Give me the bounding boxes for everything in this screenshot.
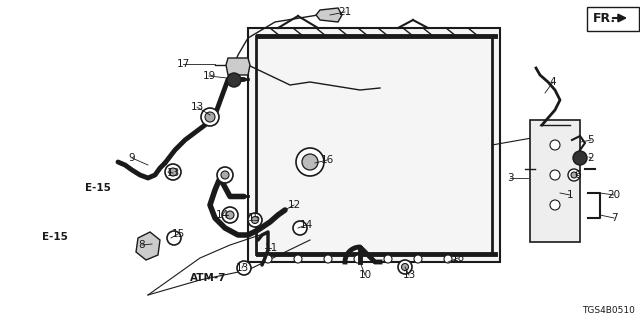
Text: 13: 13 <box>236 263 248 273</box>
Circle shape <box>201 108 219 126</box>
Circle shape <box>550 140 560 150</box>
Text: 5: 5 <box>588 135 595 145</box>
Text: 4: 4 <box>550 77 556 87</box>
Polygon shape <box>226 58 250 75</box>
Circle shape <box>165 164 181 180</box>
Text: 18: 18 <box>451 253 465 263</box>
Text: 1: 1 <box>566 190 573 200</box>
Circle shape <box>221 171 229 179</box>
Text: 14: 14 <box>216 210 228 220</box>
Bar <box>530 120 580 242</box>
Text: 11: 11 <box>264 243 278 253</box>
Circle shape <box>568 169 580 181</box>
Circle shape <box>293 221 307 235</box>
Circle shape <box>324 255 332 263</box>
Text: 14: 14 <box>300 220 312 230</box>
Circle shape <box>222 207 238 223</box>
Circle shape <box>550 200 560 210</box>
Circle shape <box>550 170 560 180</box>
Circle shape <box>205 112 215 122</box>
Text: 8: 8 <box>139 240 145 250</box>
Circle shape <box>217 167 233 183</box>
Text: 3: 3 <box>507 173 513 183</box>
Circle shape <box>384 255 392 263</box>
Text: TGS4B0510: TGS4B0510 <box>582 306 635 315</box>
Circle shape <box>264 255 272 263</box>
Circle shape <box>573 151 587 165</box>
Text: 15: 15 <box>172 229 184 239</box>
Text: 10: 10 <box>358 270 372 280</box>
Text: FR.: FR. <box>593 12 616 25</box>
Text: 7: 7 <box>611 213 618 223</box>
Circle shape <box>227 73 241 87</box>
Text: E-15: E-15 <box>85 183 111 193</box>
Text: 19: 19 <box>202 71 216 81</box>
Circle shape <box>444 255 452 263</box>
Circle shape <box>398 260 412 274</box>
Circle shape <box>414 255 422 263</box>
Text: 17: 17 <box>177 59 189 69</box>
Polygon shape <box>136 232 160 260</box>
Text: 13: 13 <box>166 168 180 178</box>
Polygon shape <box>316 8 342 22</box>
Circle shape <box>248 213 262 227</box>
Circle shape <box>571 172 577 178</box>
Circle shape <box>401 263 408 270</box>
Text: 12: 12 <box>287 200 301 210</box>
Text: 20: 20 <box>607 190 621 200</box>
Circle shape <box>252 217 259 223</box>
Circle shape <box>167 231 181 245</box>
Bar <box>248 28 500 262</box>
Text: 2: 2 <box>588 153 595 163</box>
Circle shape <box>294 255 302 263</box>
Circle shape <box>237 261 251 275</box>
Text: 6: 6 <box>575 170 581 180</box>
Circle shape <box>354 255 362 263</box>
Text: 21: 21 <box>339 7 351 17</box>
Text: 13: 13 <box>403 270 415 280</box>
Text: 9: 9 <box>129 153 135 163</box>
Text: ATM-7: ATM-7 <box>189 273 227 283</box>
Circle shape <box>302 154 318 170</box>
Text: E-15: E-15 <box>42 232 68 242</box>
Text: 15: 15 <box>248 213 260 223</box>
Text: 16: 16 <box>321 155 333 165</box>
Circle shape <box>169 168 177 176</box>
Polygon shape <box>310 175 490 262</box>
FancyBboxPatch shape <box>587 7 639 31</box>
Circle shape <box>296 148 324 176</box>
Text: 13: 13 <box>190 102 204 112</box>
Circle shape <box>226 211 234 219</box>
